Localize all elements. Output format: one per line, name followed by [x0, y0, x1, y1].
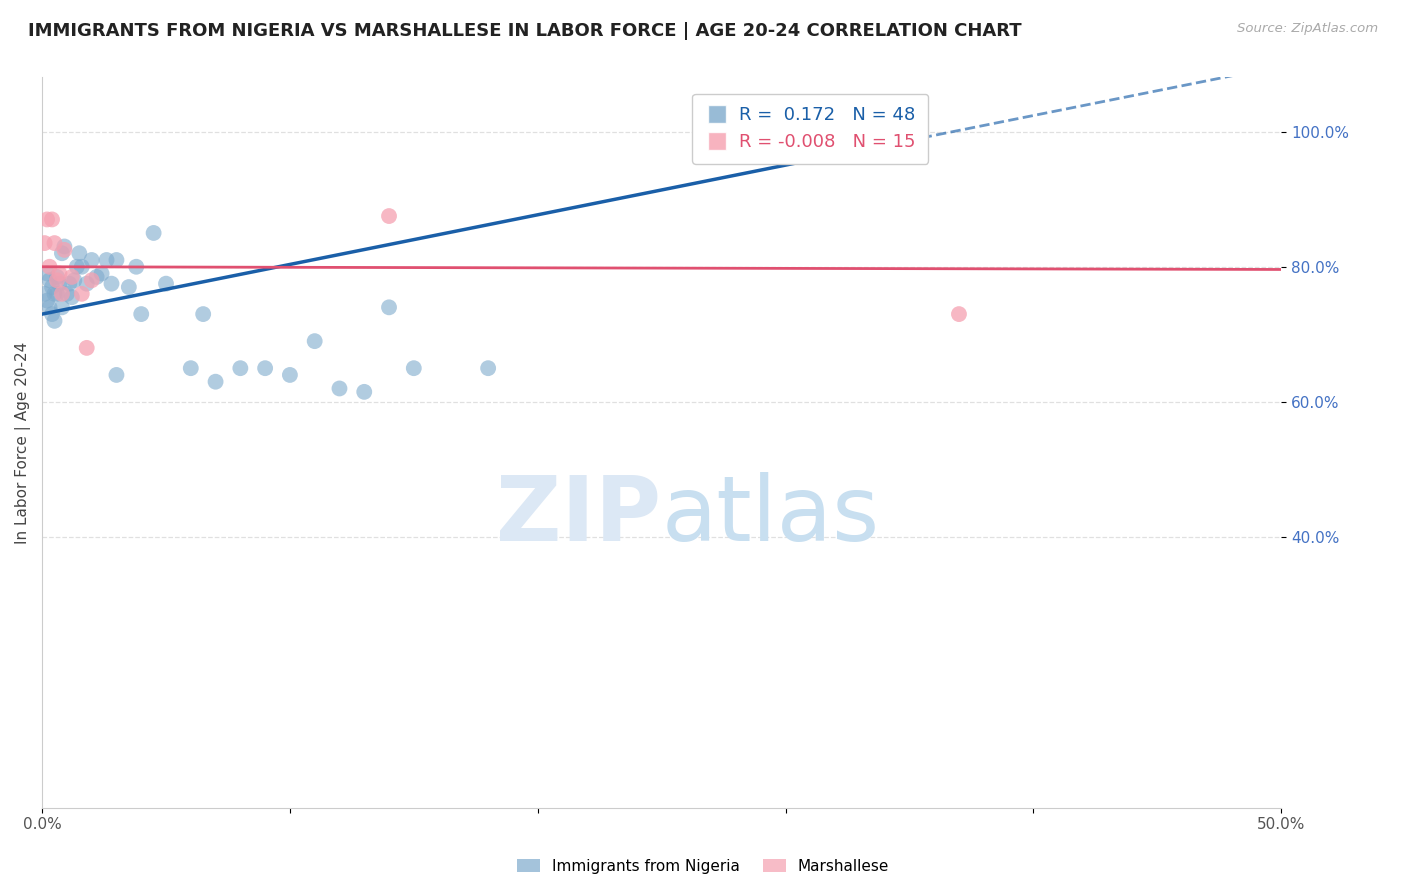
- Point: [51, 246, 73, 260]
- Point: [96, 252, 118, 267]
- Point: [48, 277, 70, 291]
- Point: [328, 382, 350, 396]
- Point: [48, 267, 70, 281]
- Point: [41, 212, 63, 227]
- Point: [35, 293, 58, 308]
- Point: [70, 260, 93, 274]
- Point: [53, 239, 76, 253]
- Point: [477, 361, 499, 376]
- Point: [824, 148, 846, 162]
- Point: [86, 269, 108, 284]
- Point: [948, 307, 970, 321]
- Point: [56, 286, 79, 301]
- Point: [142, 226, 165, 240]
- Point: [278, 368, 301, 382]
- Point: [80, 273, 103, 287]
- Point: [402, 361, 425, 376]
- Point: [193, 307, 215, 321]
- Point: [51, 286, 73, 301]
- Point: [44, 314, 66, 328]
- Point: [118, 280, 141, 294]
- Point: [38, 260, 60, 274]
- Point: [105, 368, 128, 382]
- Text: IMMIGRANTS FROM NIGERIA VS MARSHALLESE IN LABOR FORCE | AGE 20-24 CORRELATION CH: IMMIGRANTS FROM NIGERIA VS MARSHALLESE I…: [28, 22, 1022, 40]
- Point: [58, 277, 80, 291]
- Point: [35, 212, 58, 227]
- Text: Source: ZipAtlas.com: Source: ZipAtlas.com: [1237, 22, 1378, 36]
- Text: atlas: atlas: [662, 472, 880, 559]
- Point: [34, 236, 56, 251]
- Point: [254, 361, 277, 376]
- Point: [60, 290, 83, 304]
- Point: [90, 267, 112, 281]
- Point: [44, 236, 66, 251]
- Text: ZIP: ZIP: [496, 472, 662, 559]
- Point: [378, 209, 401, 223]
- Point: [35, 267, 58, 281]
- Point: [353, 384, 375, 399]
- Point: [38, 301, 60, 315]
- Point: [229, 361, 252, 376]
- Point: [76, 341, 98, 355]
- Point: [41, 280, 63, 294]
- Point: [155, 277, 177, 291]
- Point: [34, 286, 56, 301]
- Point: [63, 273, 86, 287]
- Point: [46, 273, 69, 287]
- Point: [204, 375, 226, 389]
- Point: [129, 307, 152, 321]
- Point: [304, 334, 326, 348]
- Point: [378, 301, 401, 315]
- Point: [105, 252, 128, 267]
- Point: [60, 269, 83, 284]
- Point: [100, 277, 122, 291]
- Point: [76, 277, 98, 291]
- Point: [70, 286, 93, 301]
- Point: [80, 252, 103, 267]
- Legend: R =  0.172   N = 48, R = -0.008   N = 15: R = 0.172 N = 48, R = -0.008 N = 15: [692, 94, 928, 164]
- Point: [38, 273, 60, 287]
- Point: [125, 260, 148, 274]
- Y-axis label: In Labor Force | Age 20-24: In Labor Force | Age 20-24: [15, 342, 31, 544]
- Point: [41, 307, 63, 321]
- Point: [66, 260, 89, 274]
- Point: [46, 286, 69, 301]
- Legend: Immigrants from Nigeria, Marshallese: Immigrants from Nigeria, Marshallese: [510, 853, 896, 880]
- Point: [67, 246, 90, 260]
- Point: [51, 301, 73, 315]
- Point: [46, 269, 69, 284]
- Point: [180, 361, 202, 376]
- Point: [44, 286, 66, 301]
- Point: [53, 243, 76, 257]
